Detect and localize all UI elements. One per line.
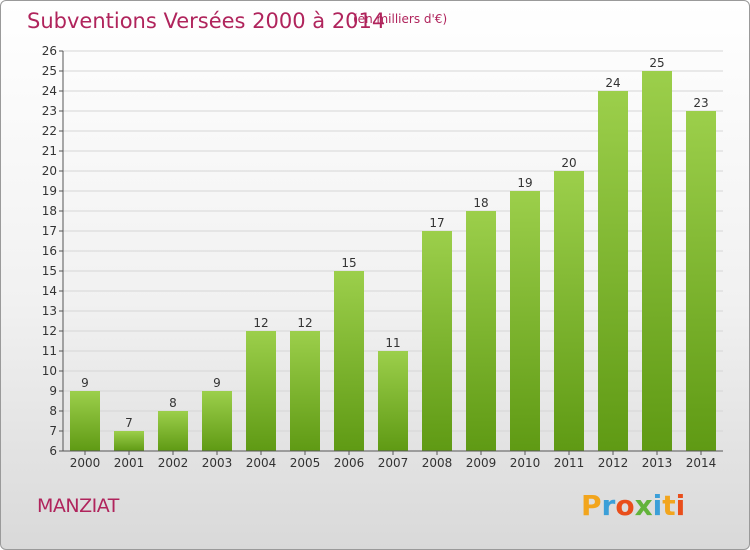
data-label: 7 xyxy=(125,416,133,430)
data-label: 12 xyxy=(253,316,268,330)
y-tick-label: 10 xyxy=(42,364,57,378)
data-label: 9 xyxy=(81,376,89,390)
axes: 6 7 8 9 10 11 12 13 14 15 16 17 18 19 20 21 22 23 24 25 26 20… xyxy=(42,44,723,470)
x-tick-label: 2000 xyxy=(70,456,101,470)
x-tick-label: 2005 xyxy=(290,456,321,470)
bar xyxy=(378,351,408,451)
y-tick-label: 9 xyxy=(49,384,57,398)
data-label: 15 xyxy=(341,256,356,270)
x-tick-label: 2007 xyxy=(378,456,409,470)
y-tick-label: 20 xyxy=(42,164,57,178)
y-tick-label: 22 xyxy=(42,124,57,138)
y-tick-label: 25 xyxy=(42,64,57,78)
y-tick-label: 23 xyxy=(42,104,57,118)
y-tick-label: 18 xyxy=(42,204,57,218)
data-label: 23 xyxy=(693,96,708,110)
data-label: 8 xyxy=(169,396,177,410)
bar xyxy=(246,331,276,451)
y-tick-label: 14 xyxy=(42,284,57,298)
bar xyxy=(554,171,584,451)
y-tick-label: 13 xyxy=(42,304,57,318)
y-tick-label: 26 xyxy=(42,44,57,58)
labels: 9 7 8 9 12 12 15 11 17 18 19 20 24 25 23 xyxy=(81,56,708,430)
data-label: 24 xyxy=(605,76,620,90)
data-label: 19 xyxy=(517,176,532,190)
x-tick-label: 2010 xyxy=(510,456,541,470)
bar xyxy=(686,111,716,451)
x-tick-label: 2012 xyxy=(598,456,629,470)
y-tick-label: 11 xyxy=(42,344,57,358)
data-label: 11 xyxy=(385,336,400,350)
bar xyxy=(334,271,364,451)
data-label: 20 xyxy=(561,156,576,170)
commune-name: MANZIAT xyxy=(37,495,119,517)
data-label: 25 xyxy=(649,56,664,70)
bar xyxy=(466,211,496,451)
chart-title: Subventions Versées 2000 à 2014 xyxy=(27,9,386,33)
y-tick-label: 19 xyxy=(42,184,57,198)
bar xyxy=(422,231,452,451)
y-tick-label: 15 xyxy=(42,264,57,278)
x-tick-label: 2003 xyxy=(202,456,233,470)
x-tick-label: 2011 xyxy=(554,456,585,470)
x-tick-label: 2002 xyxy=(158,456,189,470)
y-tick-label: 12 xyxy=(42,324,57,338)
y-tick-label: 16 xyxy=(42,244,57,258)
bar xyxy=(510,191,540,451)
bar xyxy=(158,411,188,451)
bar xyxy=(290,331,320,451)
bar xyxy=(202,391,232,451)
y-tick-label: 24 xyxy=(42,84,57,98)
y-tick-label: 17 xyxy=(42,224,57,238)
chart-subtitle: (en milliers d'€) xyxy=(353,12,448,26)
x-tick-label: 2001 xyxy=(114,456,145,470)
y-tick-label: 8 xyxy=(49,404,57,418)
bar xyxy=(642,71,672,451)
x-tick-label: 2008 xyxy=(422,456,453,470)
x-tick-label: 2013 xyxy=(642,456,673,470)
y-tick-label: 7 xyxy=(49,424,57,438)
bar xyxy=(114,431,144,451)
data-label: 12 xyxy=(297,316,312,330)
x-tick-label: 2004 xyxy=(246,456,277,470)
bar xyxy=(70,391,100,451)
data-label: 9 xyxy=(213,376,221,390)
proxiti-logo: Proxiti xyxy=(581,489,686,522)
bar xyxy=(598,91,628,451)
x-tick-label: 2014 xyxy=(686,456,717,470)
bars xyxy=(70,71,716,451)
data-label: 17 xyxy=(429,216,444,230)
data-label: 18 xyxy=(473,196,488,210)
y-tick-label: 6 xyxy=(49,444,57,458)
y-tick-label: 21 xyxy=(42,144,57,158)
x-tick-label: 2009 xyxy=(466,456,497,470)
x-tick-label: 2006 xyxy=(334,456,365,470)
